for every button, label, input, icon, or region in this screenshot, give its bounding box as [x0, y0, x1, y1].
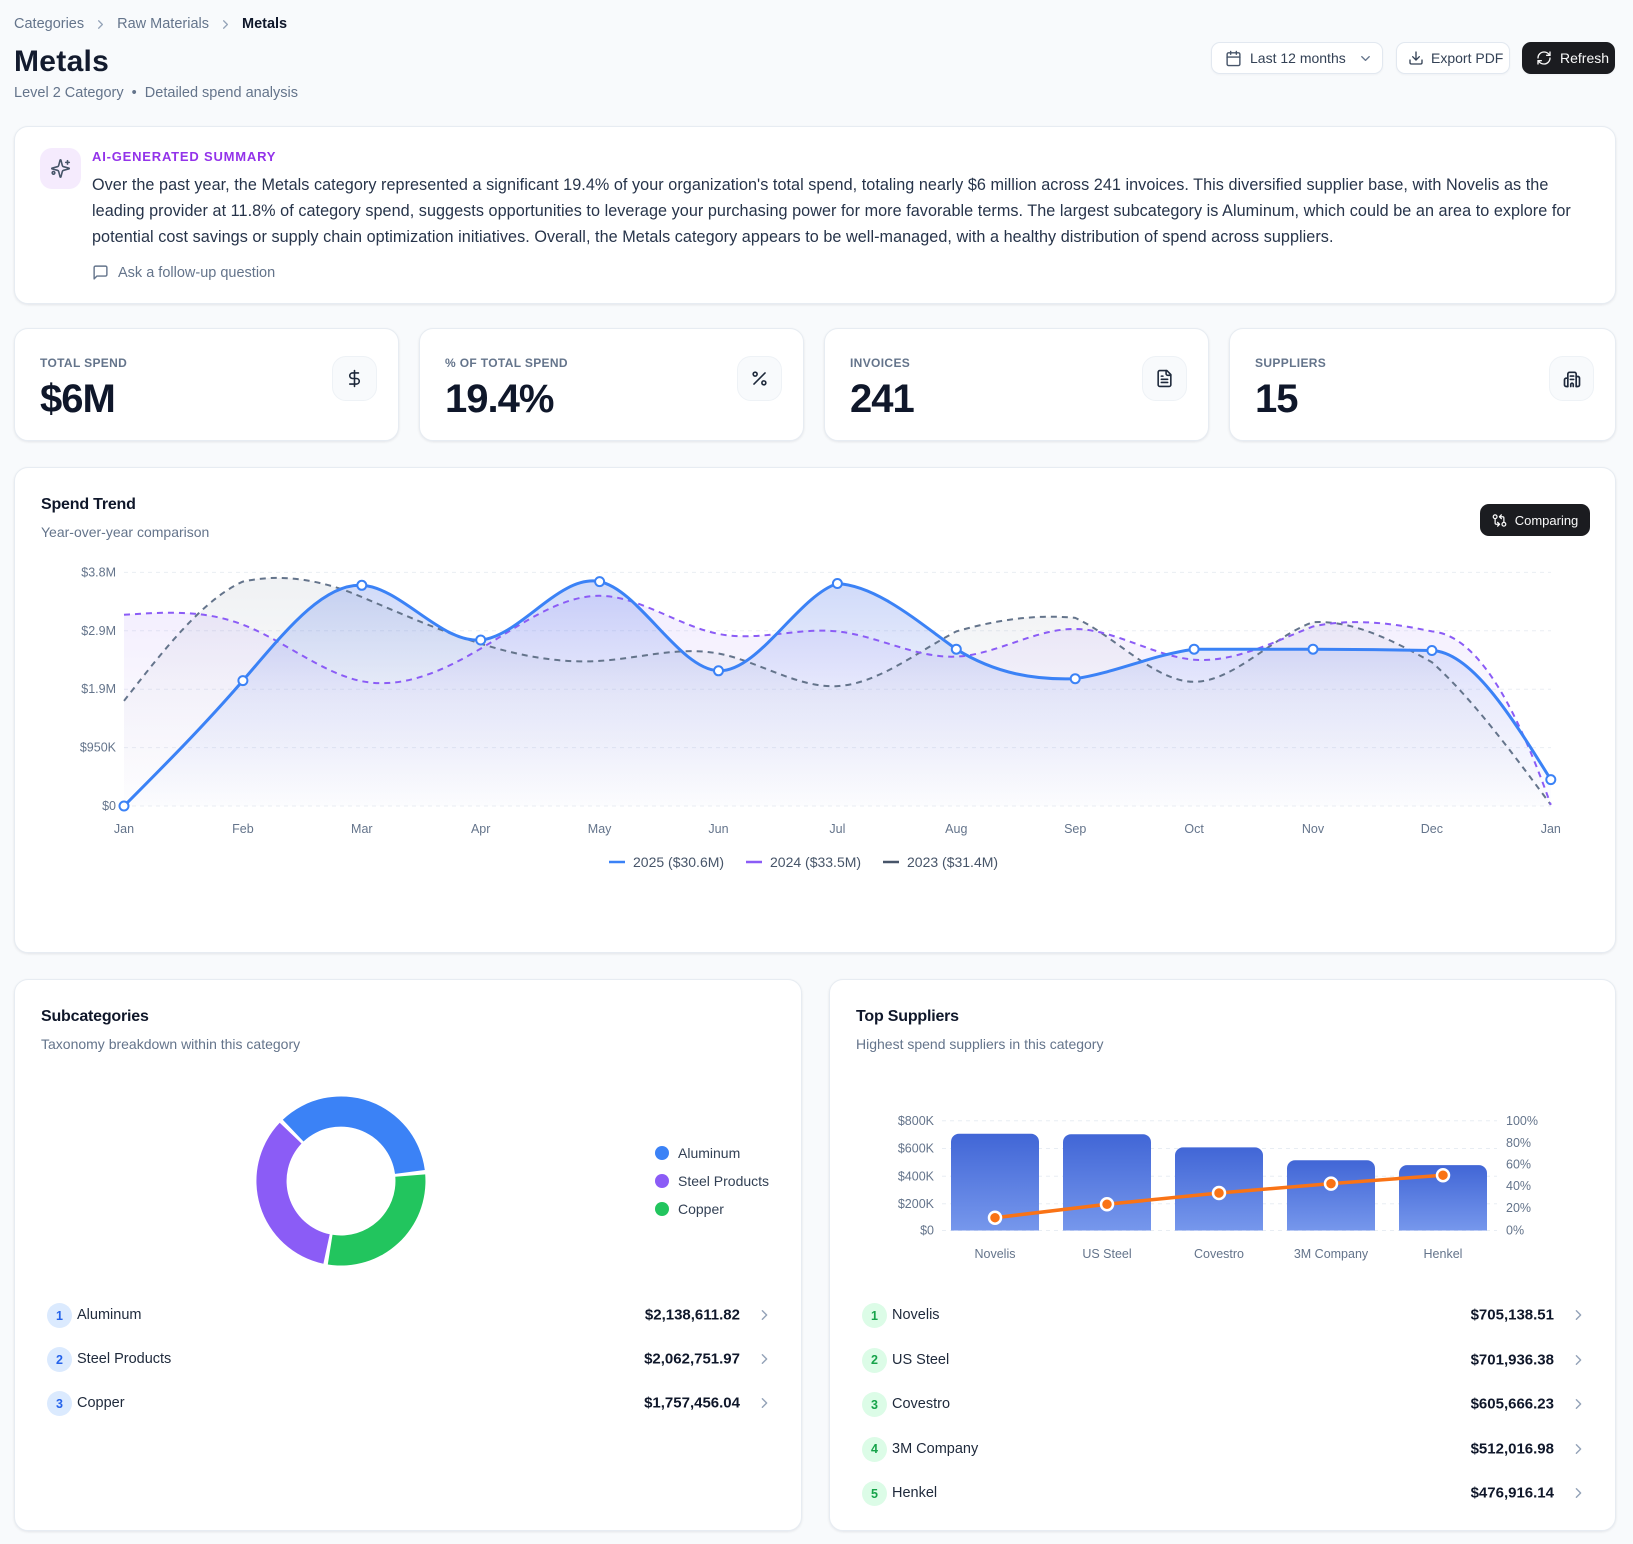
svg-text:100%: 100%: [1506, 1114, 1538, 1128]
svg-text:$2.9M: $2.9M: [81, 624, 116, 638]
svg-text:$0: $0: [102, 799, 116, 813]
svg-text:Jul: Jul: [829, 822, 845, 836]
svg-text:Sep: Sep: [1064, 822, 1086, 836]
svg-text:$400K: $400K: [898, 1169, 935, 1183]
svg-text:May: May: [588, 822, 612, 836]
svg-text:Oct: Oct: [1184, 822, 1204, 836]
svg-text:$1.9M: $1.9M: [81, 682, 116, 696]
svg-text:$3.8M: $3.8M: [81, 565, 116, 579]
svg-text:Covestro: Covestro: [1194, 1247, 1244, 1261]
svg-text:80%: 80%: [1506, 1136, 1531, 1150]
svg-text:Feb: Feb: [232, 822, 254, 836]
svg-text:2023 ($31.4M): 2023 ($31.4M): [907, 854, 998, 870]
svg-text:$600K: $600K: [898, 1142, 935, 1156]
svg-text:Aluminum: Aluminum: [678, 1145, 740, 1161]
svg-text:Apr: Apr: [471, 822, 490, 836]
svg-text:$800K: $800K: [898, 1114, 935, 1128]
svg-text:Mar: Mar: [351, 822, 373, 836]
svg-text:US Steel: US Steel: [1082, 1247, 1131, 1261]
svg-text:3M Company: 3M Company: [1294, 1247, 1369, 1261]
svg-text:0%: 0%: [1506, 1224, 1524, 1238]
svg-text:2024 ($33.5M): 2024 ($33.5M): [770, 854, 861, 870]
svg-text:Copper: Copper: [678, 1201, 724, 1217]
svg-text:Novelis: Novelis: [975, 1247, 1016, 1261]
svg-text:Aug: Aug: [945, 822, 967, 836]
svg-text:$0: $0: [920, 1224, 934, 1238]
svg-text:60%: 60%: [1506, 1158, 1531, 1172]
svg-text:20%: 20%: [1506, 1201, 1531, 1215]
svg-text:Dec: Dec: [1421, 822, 1443, 836]
svg-text:Steel Products: Steel Products: [678, 1173, 769, 1189]
svg-text:Jun: Jun: [708, 822, 728, 836]
svg-text:Jan: Jan: [1541, 822, 1561, 836]
svg-text:$200K: $200K: [898, 1197, 935, 1211]
svg-text:2025 ($30.6M): 2025 ($30.6M): [633, 854, 724, 870]
svg-text:40%: 40%: [1506, 1179, 1531, 1193]
svg-text:Henkel: Henkel: [1424, 1247, 1463, 1261]
svg-text:Jan: Jan: [114, 822, 134, 836]
svg-text:$950K: $950K: [80, 741, 117, 755]
svg-text:Nov: Nov: [1302, 822, 1325, 836]
